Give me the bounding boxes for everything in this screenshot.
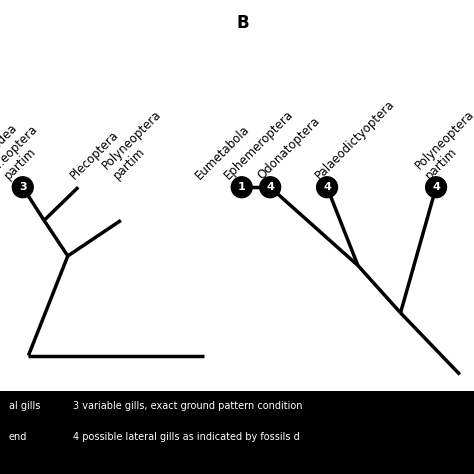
Text: end: end — [9, 432, 27, 442]
Circle shape — [426, 177, 447, 198]
Circle shape — [12, 177, 33, 198]
Circle shape — [317, 177, 337, 198]
Text: Plecoptera: Plecoptera — [68, 129, 121, 182]
Text: al gills: al gills — [9, 401, 40, 411]
Text: 3: 3 — [19, 182, 27, 192]
Text: 1: 1 — [238, 182, 246, 192]
Text: 4: 4 — [432, 182, 440, 192]
Text: Palaeodictyoptera: Palaeodictyoptera — [313, 98, 398, 182]
Bar — [0, 391, 474, 474]
Text: Odonatoptera: Odonatoptera — [255, 115, 323, 182]
Text: ...oidea
...eoptera
partim: ...oidea ...eoptera partim — [0, 111, 51, 182]
Text: B: B — [237, 14, 250, 32]
Text: 4: 4 — [266, 182, 274, 192]
Circle shape — [231, 177, 252, 198]
Text: 4: 4 — [323, 182, 331, 192]
Text: Eumetabola: Eumetabola — [193, 123, 253, 182]
Text: Polyneoptera
partim: Polyneoptera partim — [100, 108, 174, 182]
Text: 4 possible lateral gills as indicated by fossils d: 4 possible lateral gills as indicated by… — [73, 432, 300, 442]
Text: 3 variable gills, exact ground pattern condition: 3 variable gills, exact ground pattern c… — [73, 401, 303, 411]
Text: Ephemeroptera: Ephemeroptera — [222, 108, 296, 182]
Text: Polyneoptera
partim: Polyneoptera partim — [412, 108, 474, 182]
Circle shape — [260, 177, 281, 198]
